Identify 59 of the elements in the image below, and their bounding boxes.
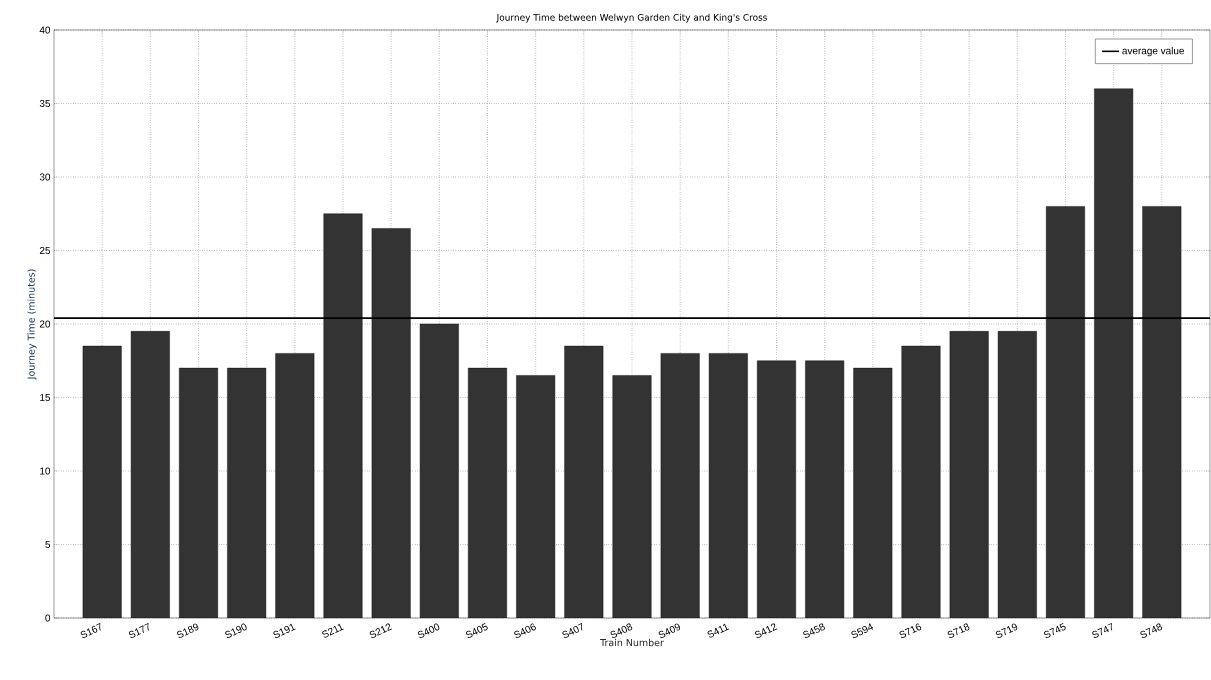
bar [227,368,266,618]
bar [371,228,411,618]
x-tick-label: S407 [562,622,583,638]
y-tick-label: 10 [40,467,51,475]
bar [468,368,507,618]
x-tick-label: S718 [947,623,970,638]
x-tick-label: S405 [466,623,488,638]
y-tick-label: 35 [39,99,51,108]
x-tick-label: S191 [273,623,296,638]
x-tick-label: S745 [1044,623,1066,638]
x-tick-label: S458 [803,623,825,638]
bar [757,360,796,618]
y-tick-label: 40 [39,26,51,34]
x-tick-label: S719 [995,623,1018,638]
bar [516,375,555,618]
x-tick-label: S400 [417,623,440,638]
x-tick-label: S211 [322,623,344,638]
bar [564,346,604,618]
bar [1094,88,1133,618]
x-tick-label: S409 [658,623,681,638]
bar [420,324,459,618]
y-tick-label: 20 [39,320,51,328]
bar [805,360,844,618]
bar [660,353,700,618]
x-tick-label: S212 [369,623,392,638]
y-tick-label: 30 [39,173,51,181]
y-tick-label: 15 [40,394,51,401]
x-tick-label: S189 [177,623,199,638]
bar [1142,206,1182,618]
bar [998,331,1037,618]
y-tick-label: 5 [45,541,51,548]
y-axis-title: Journey Time (minutes) [27,269,37,380]
bar [82,346,122,618]
x-tick-label: S167 [80,622,101,638]
bar [709,353,748,618]
bar [131,331,170,618]
x-tick-label: S408 [610,623,633,638]
x-axis-title: Train Number [600,638,664,647]
bar [323,213,363,618]
bar [901,346,941,618]
x-tick-label: S716 [899,623,922,638]
x-tick-label: S747 [1092,622,1113,638]
x-tick-label: S748 [1140,623,1163,638]
bar [179,368,218,618]
bar [612,375,652,618]
x-tick-label: S411 [707,623,730,638]
x-tick-label: S412 [755,623,778,638]
chart-title: Journey Time between Welwyn Garden City and King's Cross [496,13,767,23]
x-tick-label: S594 [851,623,874,638]
y-tick-label: 25 [39,246,51,255]
x-tick-label: S177 [128,622,149,638]
bar [949,331,989,618]
x-tick-label: S190 [225,623,247,638]
bar [1046,206,1085,618]
bar [853,368,893,618]
y-tick-label: 0 [45,614,51,622]
legend-label: average value [1122,46,1185,57]
bar [275,353,315,618]
x-tick-label: S406 [514,623,536,638]
